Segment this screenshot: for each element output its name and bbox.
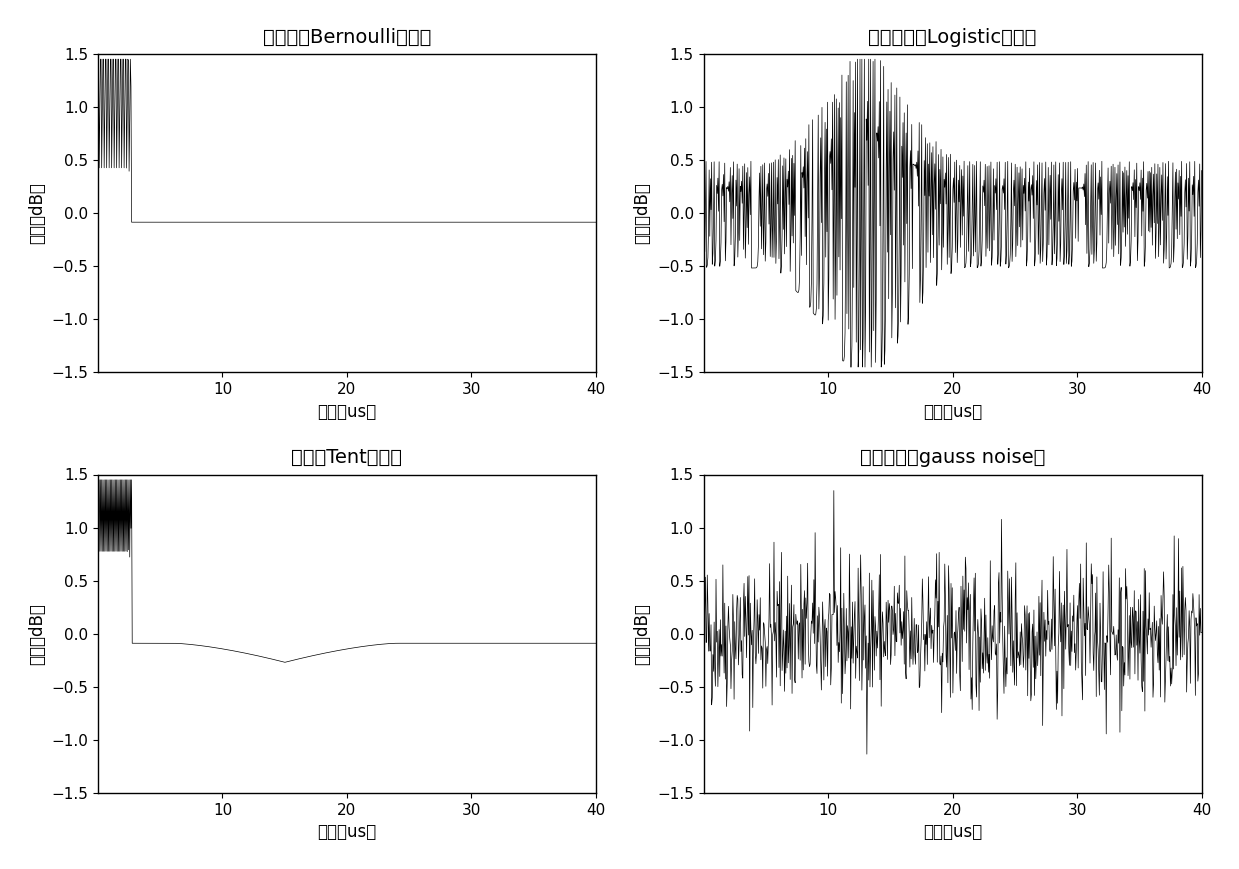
Title: 伯努利（Bernoulli）映射: 伯努利（Bernoulli）映射 [263,28,431,47]
Y-axis label: 振幅（dB）: 振幅（dB） [633,603,652,665]
X-axis label: 时间（us）: 时间（us） [317,823,377,841]
Title: 高斯噪声（gauss noise）: 高斯噪声（gauss noise） [860,448,1046,468]
Title: 帐篷（Tent）映射: 帐篷（Tent）映射 [291,448,403,468]
Title: 逻辑斯蒂（Logistic）映射: 逻辑斯蒂（Logistic）映射 [869,28,1037,47]
X-axis label: 时间（us）: 时间（us） [317,402,377,421]
Y-axis label: 振幅（dB）: 振幅（dB） [633,182,652,244]
X-axis label: 时间（us）: 时间（us） [923,402,983,421]
Y-axis label: 振幅（dB）: 振幅（dB） [27,182,46,244]
X-axis label: 时间（us）: 时间（us） [923,823,983,841]
Y-axis label: 振幅（dB）: 振幅（dB） [27,603,46,665]
